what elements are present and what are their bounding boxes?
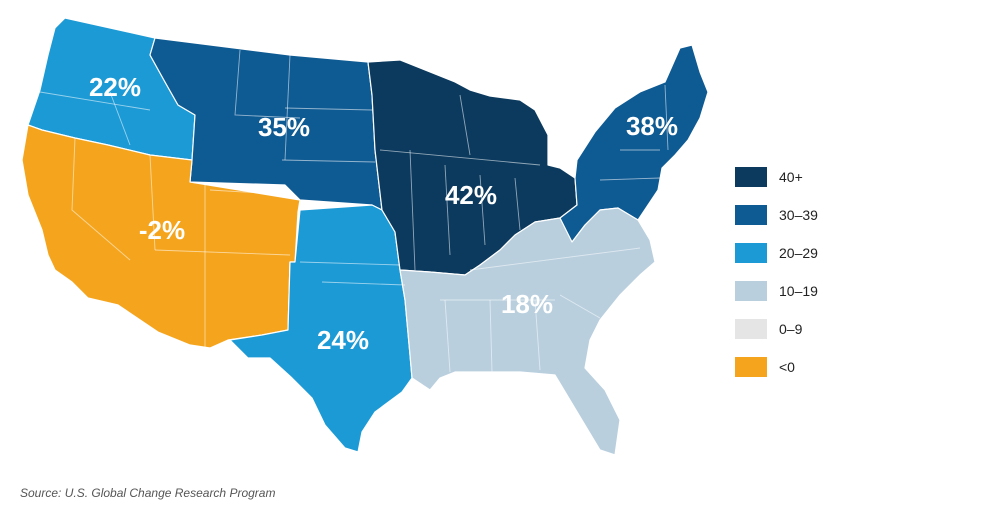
label-northwest: 22% bbox=[89, 72, 141, 102]
legend-swatch bbox=[735, 281, 767, 301]
map-legend: 40+ 30–39 20–29 10–19 0–9 <0 bbox=[735, 158, 875, 386]
label-midwest: 42% bbox=[445, 180, 497, 210]
label-southeast: 18% bbox=[501, 289, 553, 319]
legend-item: 10–19 bbox=[735, 272, 875, 310]
legend-item: <0 bbox=[735, 348, 875, 386]
legend-swatch bbox=[735, 205, 767, 225]
legend-label: 10–19 bbox=[779, 283, 818, 299]
legend-item: 0–9 bbox=[735, 310, 875, 348]
legend-label: 0–9 bbox=[779, 321, 803, 337]
label-great-plains-south: 24% bbox=[317, 325, 369, 355]
state-borders bbox=[39, 49, 669, 373]
region-labels: 22% 35% -2% 24% 42% 38% 18% bbox=[89, 72, 678, 355]
label-northeast: 38% bbox=[626, 111, 678, 141]
source-note: Source: U.S. Global Change Research Prog… bbox=[20, 486, 276, 500]
legend-swatch bbox=[735, 243, 767, 263]
region-southeast[interactable] bbox=[399, 207, 656, 456]
legend-swatch bbox=[735, 357, 767, 377]
legend-label: 40+ bbox=[779, 169, 803, 185]
legend-label: 20–29 bbox=[779, 245, 818, 261]
legend-item: 40+ bbox=[735, 158, 875, 196]
legend-label: <0 bbox=[779, 359, 795, 375]
legend-label: 30–39 bbox=[779, 207, 818, 223]
legend-item: 30–39 bbox=[735, 196, 875, 234]
label-southwest: -2% bbox=[139, 215, 185, 245]
legend-swatch bbox=[735, 167, 767, 187]
legend-item: 20–29 bbox=[735, 234, 875, 272]
legend-swatch bbox=[735, 319, 767, 339]
label-great-plains-north: 35% bbox=[258, 112, 310, 142]
region-northeast[interactable] bbox=[557, 44, 709, 243]
